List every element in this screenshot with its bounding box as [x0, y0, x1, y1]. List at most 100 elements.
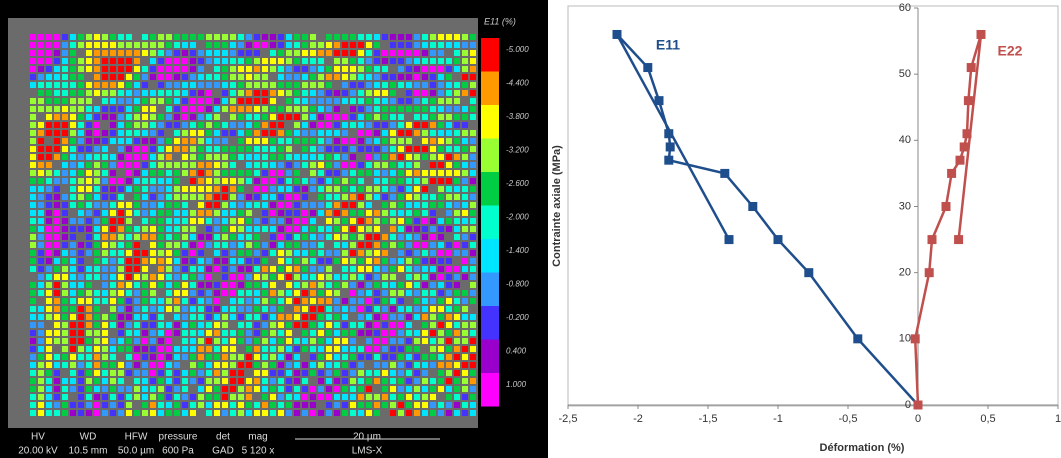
strain-dot: [270, 290, 276, 296]
strain-dot: [438, 114, 444, 120]
strain-dot: [238, 314, 244, 320]
strain-dot: [326, 282, 332, 288]
strain-dot: [102, 234, 108, 240]
strain-dot: [62, 106, 68, 112]
strain-dot: [230, 242, 236, 248]
strain-dot: [70, 178, 76, 184]
strain-dot: [158, 122, 164, 128]
strain-dot: [470, 66, 476, 72]
strain-dot: [302, 322, 308, 328]
strain-dot: [422, 50, 428, 56]
strain-dot: [198, 378, 204, 384]
strain-dot: [134, 338, 140, 344]
strain-dot: [398, 410, 404, 416]
strain-dot: [382, 306, 388, 312]
strain-dot: [238, 226, 244, 232]
strain-dot: [78, 354, 84, 360]
strain-dot: [214, 194, 220, 200]
strain-dot: [182, 154, 188, 160]
strain-dot: [302, 282, 308, 288]
strain-dot: [214, 322, 220, 328]
strain-dot: [134, 66, 140, 72]
strain-dot: [54, 290, 60, 296]
strain-dot: [182, 66, 188, 72]
strain-dot: [214, 234, 220, 240]
strain-dot: [422, 258, 428, 264]
strain-dot: [422, 138, 428, 144]
strain-dot: [406, 322, 412, 328]
strain-dot: [38, 234, 44, 240]
strain-dot: [278, 34, 284, 40]
strain-dot: [190, 274, 196, 280]
strain-dot: [70, 306, 76, 312]
strain-dot: [430, 226, 436, 232]
strain-dot: [174, 258, 180, 264]
strain-dot: [30, 322, 36, 328]
strain-dot: [150, 258, 156, 264]
strain-dot: [262, 282, 268, 288]
strain-dot: [198, 50, 204, 56]
strain-dot: [414, 106, 420, 112]
strain-dot: [70, 130, 76, 136]
strain-dot: [270, 122, 276, 128]
strain-dot: [86, 290, 92, 296]
strain-dot: [310, 34, 316, 40]
strain-dot: [54, 298, 60, 304]
strain-dot: [110, 218, 116, 224]
strain-dot: [374, 274, 380, 280]
strain-dot: [30, 402, 36, 408]
strain-dot: [38, 338, 44, 344]
strain-dot: [294, 202, 300, 208]
strain-dot: [126, 58, 132, 64]
strain-dot: [54, 362, 60, 368]
strain-dot: [254, 178, 260, 184]
strain-dot: [302, 226, 308, 232]
strain-dot: [254, 266, 260, 272]
strain-dot: [102, 378, 108, 384]
strain-dot: [406, 306, 412, 312]
strain-dot: [334, 98, 340, 104]
strain-dot: [206, 170, 212, 176]
strain-dot: [286, 298, 292, 304]
strain-dot: [78, 410, 84, 416]
strain-dot: [366, 42, 372, 48]
strain-dot: [30, 266, 36, 272]
strain-dot: [406, 178, 412, 184]
strain-dot: [358, 50, 364, 56]
strain-dot: [302, 42, 308, 48]
strain-dot: [174, 226, 180, 232]
strain-dot: [390, 106, 396, 112]
strain-dot: [134, 178, 140, 184]
strain-dot: [382, 210, 388, 216]
y-tick-label: 10: [899, 333, 911, 345]
strain-dot: [310, 74, 316, 80]
strain-dot: [158, 114, 164, 120]
strain-dot: [334, 170, 340, 176]
strain-dot: [310, 362, 316, 368]
point: [966, 63, 976, 73]
strain-dot: [446, 42, 452, 48]
strain-dot: [62, 338, 68, 344]
strain-dot: [462, 66, 468, 72]
strain-dot: [278, 58, 284, 64]
strain-dot: [342, 266, 348, 272]
strain-dot: [158, 314, 164, 320]
strain-dot: [238, 186, 244, 192]
strain-dot: [470, 58, 476, 64]
strain-dot: [142, 66, 148, 72]
strain-dot: [278, 74, 284, 80]
strain-dot: [254, 258, 260, 264]
strain-dot: [350, 402, 356, 408]
strain-dot: [430, 394, 436, 400]
strain-dot: [158, 338, 164, 344]
strain-dot: [294, 306, 300, 312]
strain-dot: [270, 202, 276, 208]
colorbar-label: -2.600: [506, 179, 529, 188]
strain-dot: [142, 162, 148, 168]
strain-dot: [198, 90, 204, 96]
strain-dot: [390, 74, 396, 80]
strain-dot: [326, 66, 332, 72]
strain-dot: [278, 250, 284, 256]
strain-dot: [278, 66, 284, 72]
strain-dot: [390, 138, 396, 144]
